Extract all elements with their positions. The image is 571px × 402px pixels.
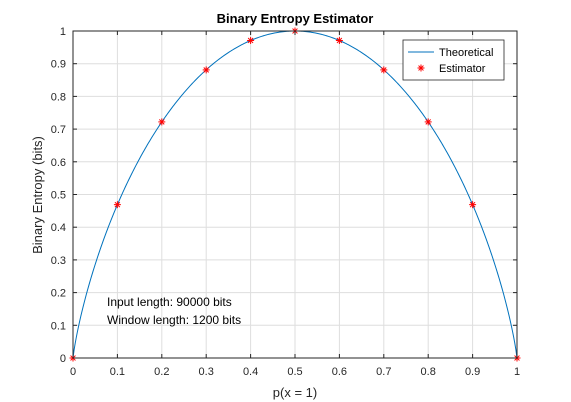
y-tick-label: 0.5	[51, 190, 66, 202]
estimator-point	[469, 201, 477, 209]
x-tick-label: 0.1	[110, 366, 125, 378]
y-tick-label: 1	[60, 26, 66, 38]
x-tick-label: 1	[514, 366, 520, 378]
x-tick-label: 0.2	[154, 366, 169, 378]
chart-title: Binary Entropy Estimator	[217, 11, 374, 26]
estimator-point	[335, 36, 343, 44]
grid	[73, 31, 517, 358]
legend-box	[402, 39, 505, 81]
y-tick-label: 0.3	[51, 255, 66, 267]
x-tick-label: 0.9	[465, 366, 480, 378]
y-tick-label: 0.2	[51, 288, 66, 300]
legend-estimator-marker	[417, 64, 425, 72]
legend-theoretical-label: Theoretical	[439, 47, 493, 59]
x-tick-label: 0.8	[421, 366, 436, 378]
legend: Theoretical Estimator	[402, 39, 505, 81]
x-tick-label: 0	[70, 366, 76, 378]
tick-marks	[72, 30, 518, 359]
y-tick-label: 0.1	[51, 320, 66, 332]
y-tick-label: 0	[60, 353, 66, 365]
legend-estimator-swatch	[417, 64, 425, 72]
x-tick-labels: 0 0.1 0.2 0.3 0.4 0.5 0.6 0.7 0.8 0.9 1	[70, 366, 520, 378]
annotation-window-length: Window length: 1200 bits	[107, 313, 241, 327]
y-tick-labels: 0 0.1 0.2 0.3 0.4 0.5 0.6 0.7 0.8 0.9 1	[51, 26, 66, 365]
estimator-point	[424, 118, 432, 126]
y-tick-label: 0.6	[51, 157, 66, 169]
estimator-point	[380, 66, 388, 74]
annotation-input-length: Input length: 90000 bits	[107, 295, 232, 309]
estimator-point	[113, 201, 121, 209]
y-tick-label: 0.8	[51, 91, 66, 103]
estimator-point	[202, 66, 210, 74]
estimator-point	[247, 36, 255, 44]
x-tick-label: 0.4	[243, 366, 258, 378]
estimator-point	[158, 118, 166, 126]
y-tick-label: 0.7	[51, 124, 66, 136]
x-tick-label: 0.5	[287, 366, 302, 378]
x-tick-label: 0.6	[332, 366, 347, 378]
y-axis-label: Binary Entropy (bits)	[30, 136, 45, 254]
y-tick-label: 0.9	[51, 59, 66, 71]
x-tick-label: 0.7	[376, 366, 391, 378]
x-tick-label: 0.3	[199, 366, 214, 378]
x-axis-label: p(x = 1)	[273, 385, 317, 400]
legend-estimator-label: Estimator	[439, 63, 486, 75]
y-tick-label: 0.4	[51, 222, 66, 234]
